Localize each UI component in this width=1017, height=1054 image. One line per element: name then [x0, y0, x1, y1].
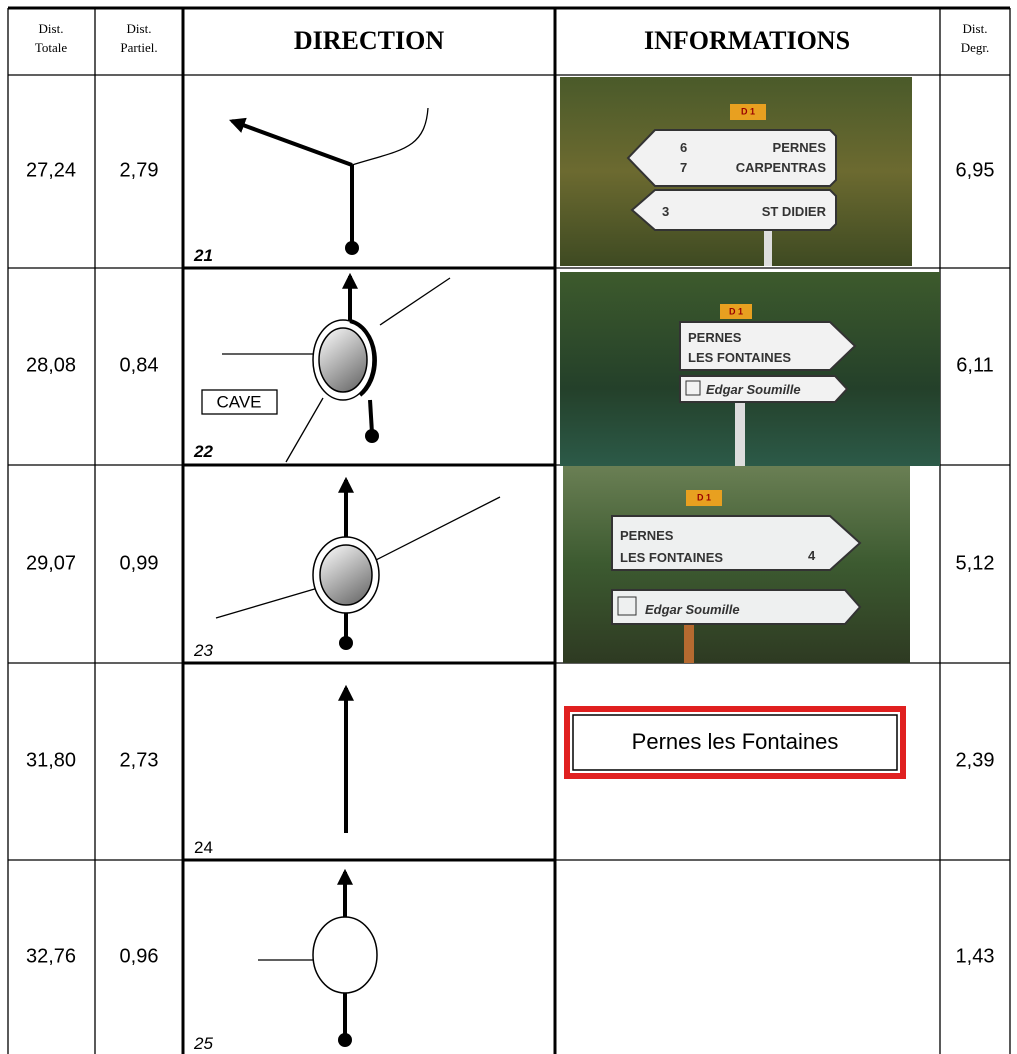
- place-label: CAVE: [216, 392, 261, 411]
- shape: [626, 129, 837, 187]
- header-dist-partiel-1: Dist.: [127, 21, 152, 36]
- dist-partiel: 0,99: [120, 552, 159, 574]
- header-direction: DIRECTION: [294, 26, 444, 55]
- dist-partiel: 2,73: [120, 749, 159, 771]
- shape: [201, 389, 278, 415]
- shape: [215, 587, 319, 619]
- shape: [345, 241, 359, 255]
- sign-text: ST DIDIER: [762, 204, 827, 219]
- shape: [611, 515, 862, 571]
- dist-degr: 6,11: [956, 354, 993, 376]
- dist-totale: 32,76: [26, 945, 76, 967]
- shape: [764, 228, 772, 266]
- sign-text: CARPENTRAS: [736, 160, 827, 175]
- shape: [339, 636, 353, 650]
- shape: [318, 327, 368, 393]
- shape: [686, 490, 722, 506]
- sign-photo-2: D 1 PERNES LES FONTAINES Edgar Soumille: [560, 272, 940, 466]
- shape: [630, 189, 837, 231]
- shape: [228, 117, 353, 167]
- header-dist-degr-2: Degr.: [961, 40, 990, 55]
- sign-text: Edgar Soumille: [706, 382, 801, 397]
- dist-totale: 31,80: [26, 749, 76, 771]
- sign-photo-3: D 1 PERNES LES FONTAINES 4 Edgar Soumill…: [563, 466, 910, 663]
- shape: [685, 380, 701, 396]
- header-dist-totale-1: Dist.: [39, 21, 64, 36]
- dist-degr: 2,39: [956, 749, 995, 771]
- dist-partiel: 0,84: [120, 354, 159, 376]
- shape: [351, 107, 429, 166]
- step-number: 21: [193, 246, 213, 265]
- sign-photo-1: D 1 6 7 PERNES CARPENTRAS 3 ST DIDIER: [560, 77, 912, 266]
- shape: [611, 589, 862, 625]
- tulip-21: 21: [193, 107, 429, 265]
- shape: [720, 304, 752, 319]
- tulip-22: CAVE 22: [193, 272, 451, 463]
- dist-degr: 6,95: [956, 159, 995, 181]
- shape: [730, 104, 766, 120]
- shape: [679, 321, 857, 371]
- shape: [285, 397, 324, 463]
- dist-degr: 5,12: [956, 552, 995, 574]
- step-number: 24: [194, 838, 213, 857]
- header-dist-degr-1: Dist.: [963, 21, 988, 36]
- sign-text: LES FONTAINES: [620, 550, 723, 565]
- dist-totale: 28,08: [26, 354, 76, 376]
- info-text: Pernes les Fontaines: [632, 729, 839, 754]
- dist-totale: 27,24: [26, 159, 76, 181]
- shape: [684, 625, 694, 663]
- shape: [319, 544, 373, 606]
- shape: [312, 916, 378, 994]
- sign-text: Edgar Soumille: [645, 602, 740, 617]
- sign-text: PERNES: [773, 140, 827, 155]
- shape: [617, 596, 637, 616]
- shape: [379, 277, 451, 326]
- step-number: 23: [193, 641, 213, 660]
- dist-degr: 1,43: [956, 945, 995, 967]
- sign-text: PERNES: [688, 330, 742, 345]
- tulip-24: 24: [194, 684, 354, 857]
- sign-text: LES FONTAINES: [688, 350, 791, 365]
- sign-number: 3: [662, 204, 669, 219]
- sign-number: 4: [808, 548, 816, 563]
- step-number: 22: [193, 442, 213, 461]
- shape: [338, 1033, 352, 1047]
- shape: [564, 706, 906, 779]
- distances: 27,24 2,79 6,95 28,08 0,84 6,11 29,07 0,…: [26, 159, 995, 967]
- header-informations: INFORMATIONS: [644, 26, 850, 55]
- shape: [368, 399, 374, 434]
- road-plate: D 1: [697, 492, 711, 502]
- shape: [349, 319, 377, 397]
- road-plate: D 1: [741, 106, 755, 116]
- shape: [365, 429, 379, 443]
- sign-number: 6: [680, 140, 687, 155]
- dist-totale: 29,07: [26, 552, 76, 574]
- shape: [371, 496, 501, 563]
- dist-partiel: 2,79: [120, 159, 159, 181]
- table-grid: [7, 6, 1011, 1054]
- step-number: 25: [193, 1034, 213, 1053]
- tulip-23: 23: [193, 476, 501, 660]
- shape: [679, 375, 849, 403]
- header-dist-partiel-2: Partiel.: [120, 40, 157, 55]
- shape: [572, 714, 898, 771]
- info-box: Pernes les Fontaines: [564, 706, 906, 779]
- header-dist-totale-2: Totale: [35, 40, 68, 55]
- shape: [735, 400, 745, 466]
- dist-partiel: 0,96: [120, 945, 159, 967]
- sign-text: PERNES: [620, 528, 674, 543]
- road-plate: D 1: [729, 306, 743, 316]
- sign-number: 7: [680, 160, 687, 175]
- tulip-25: 25: [193, 868, 378, 1053]
